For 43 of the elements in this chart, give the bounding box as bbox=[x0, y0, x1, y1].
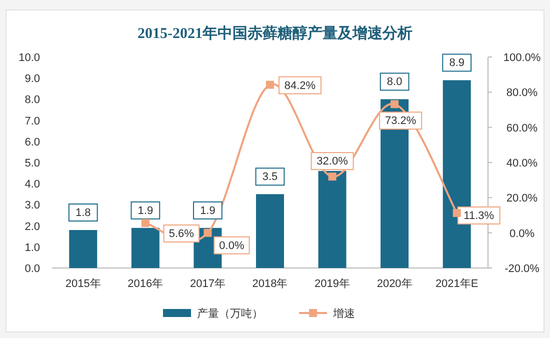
y-tick-label: 7.0 bbox=[24, 115, 40, 128]
y-tick-label: 1.0 bbox=[24, 242, 40, 254]
x-tick-label: 2019年 bbox=[314, 278, 350, 290]
y-tick-label: 2.0 bbox=[24, 220, 40, 233]
data-label: 3.5 bbox=[262, 171, 278, 184]
data-label: 73.2% bbox=[384, 115, 416, 128]
y-tick-label: 3.0 bbox=[24, 200, 40, 212]
y2-tick-label: 40.0% bbox=[506, 158, 538, 170]
legend-label: 增速 bbox=[332, 307, 355, 320]
y2-tick-label: 100.0% bbox=[503, 52, 541, 64]
data-label: 8.9 bbox=[449, 57, 465, 70]
y2-tick-label: 0.0% bbox=[509, 228, 535, 240]
data-label: 32.0% bbox=[316, 156, 348, 168]
y-tick-label: 6.0 bbox=[24, 136, 40, 148]
data-label: 1.9 bbox=[200, 204, 216, 217]
x-tick-label: 2015年 bbox=[65, 278, 101, 290]
x-tick-label: 2016年 bbox=[128, 278, 164, 290]
legend-label: 产量（万吨） bbox=[197, 307, 263, 320]
chart-title: 2015-2021年中国赤藓糖醇产量及增速分析 bbox=[138, 25, 412, 42]
data-label: 11.3% bbox=[464, 210, 494, 222]
bar bbox=[131, 228, 160, 268]
x-tick-label: 2017年 bbox=[190, 278, 226, 290]
bar bbox=[256, 194, 284, 268]
y-tick-label: 5.0 bbox=[24, 158, 40, 170]
bar bbox=[69, 230, 98, 268]
data-label: 5.6% bbox=[168, 228, 194, 240]
y-tick-label: 8.0 bbox=[24, 94, 40, 106]
data-label: 84.2% bbox=[284, 80, 316, 92]
x-tick-label: 2018年 bbox=[252, 278, 288, 290]
data-label: 1.9 bbox=[138, 204, 154, 217]
y-tick-label: 9.0 bbox=[24, 73, 40, 86]
y2-tick-label: 20.0% bbox=[506, 192, 538, 205]
y-tick-label: 0.0 bbox=[24, 263, 40, 275]
y2-tick-label: 60.0% bbox=[506, 122, 538, 134]
x-tick-label: 2021年E bbox=[435, 278, 478, 290]
y-tick-label: 10.0 bbox=[18, 52, 40, 64]
data-label: 8.0 bbox=[386, 76, 402, 88]
data-label: 1.8 bbox=[75, 207, 91, 220]
x-tick-label: 2020年 bbox=[376, 278, 412, 290]
data-label: 0.0% bbox=[219, 240, 244, 252]
y2-tick-label: -20.0% bbox=[504, 263, 540, 275]
y-tick-label: 4.0 bbox=[24, 178, 40, 191]
y2-tick-label: 80.0% bbox=[506, 87, 538, 100]
